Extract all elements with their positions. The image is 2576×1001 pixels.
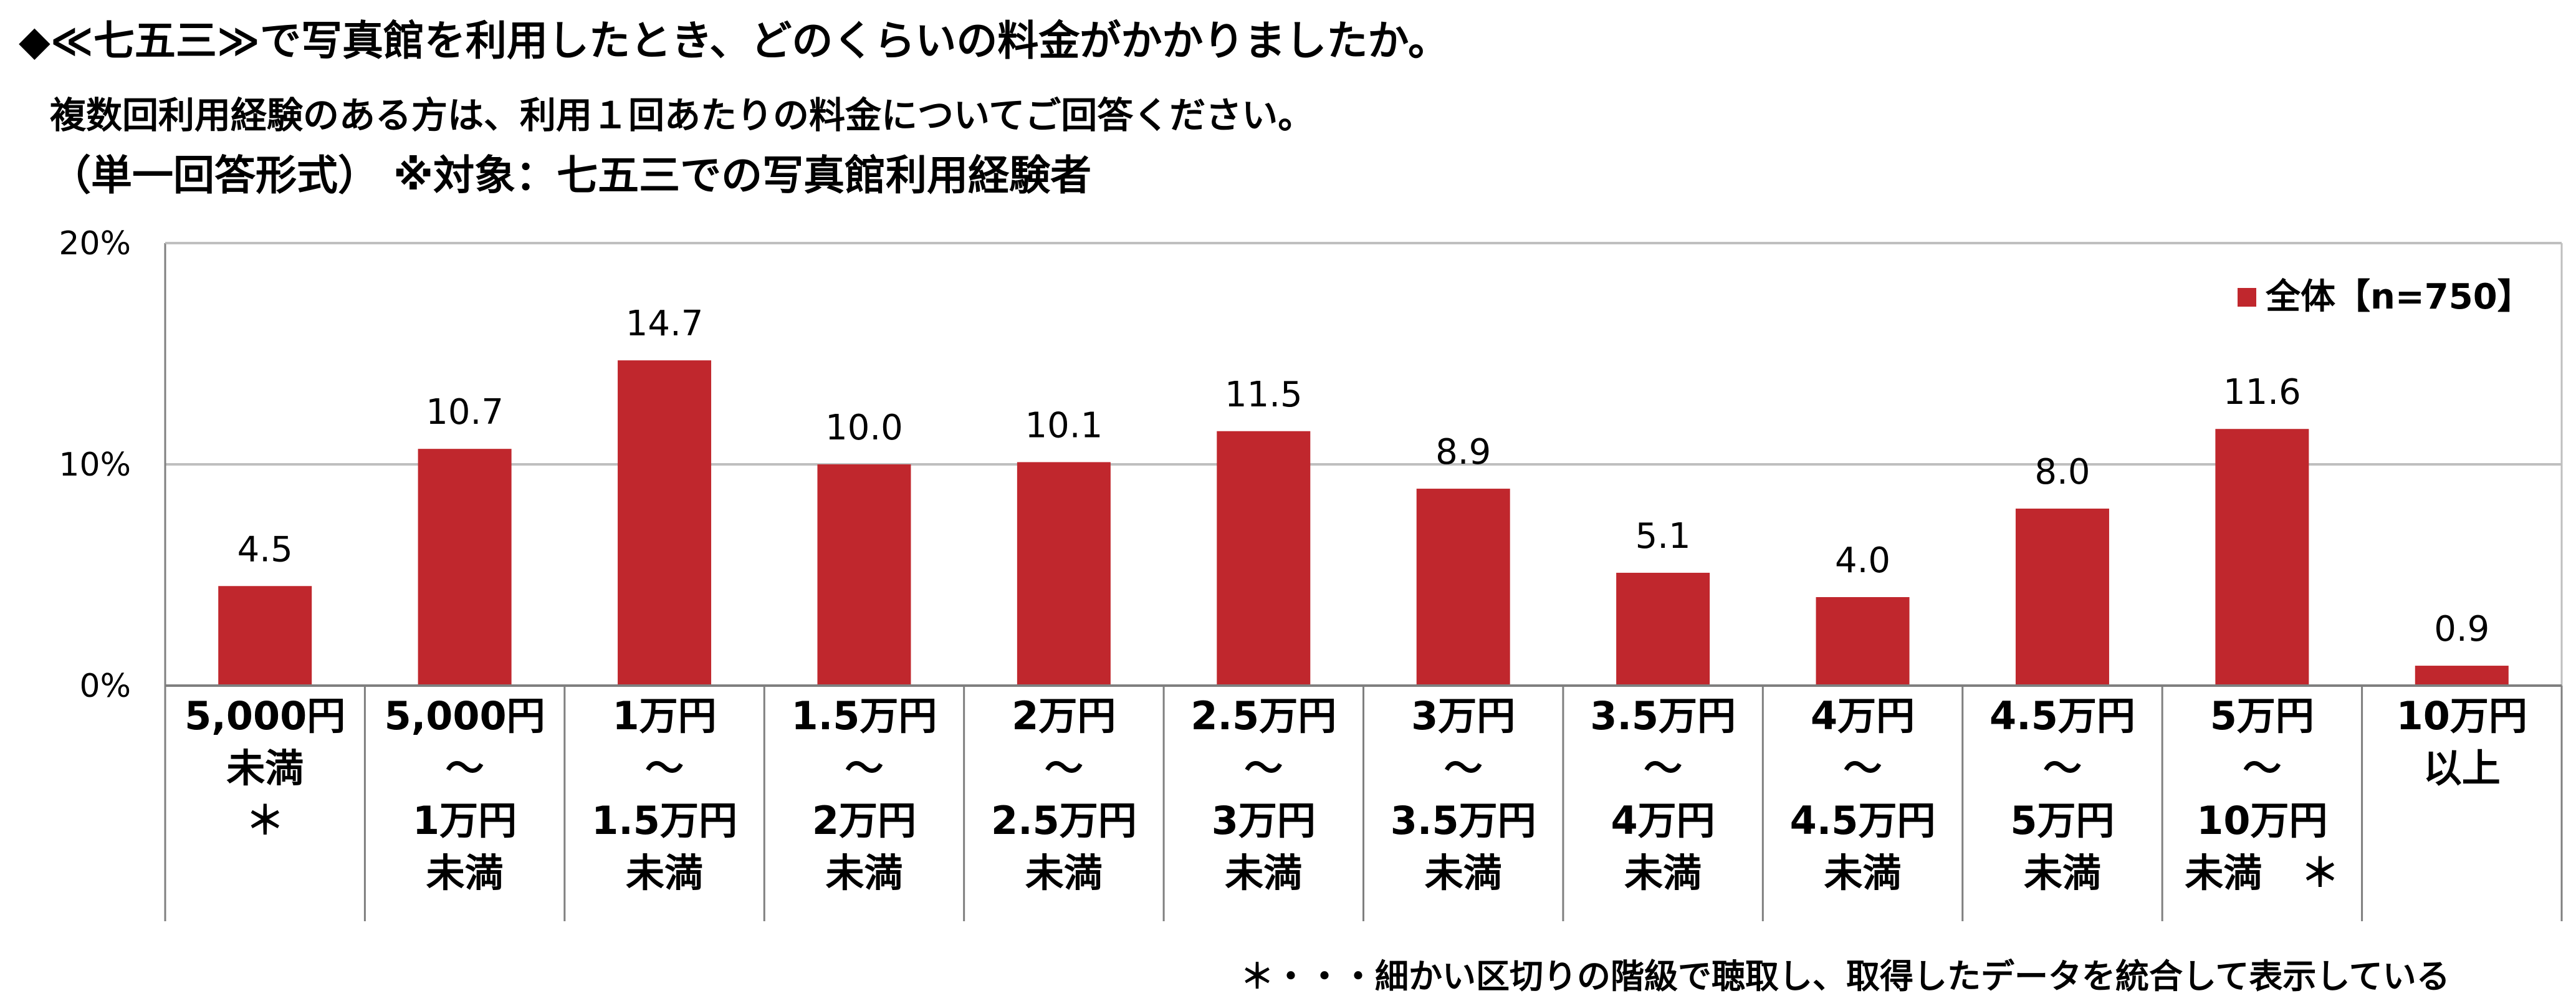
x-tick-label: 5万円	[2210, 693, 2314, 739]
x-tick-label: 2万円	[1012, 693, 1116, 739]
x-tick-label: 未満 ＊	[2185, 850, 2339, 896]
x-tick-label: 10万円	[2396, 693, 2527, 739]
bar	[618, 360, 712, 686]
x-tick-label: 未満	[825, 850, 903, 896]
x-tick-label: 4.5万円	[1790, 798, 1936, 843]
x-tick-label: 4万円	[1611, 798, 1715, 843]
chart-subtitle: 複数回利用経験のある方は、利用１回あたりの料金についてご回答ください。	[50, 94, 1314, 136]
x-tick-label: 未満	[1425, 850, 1502, 896]
x-tick-label: ～	[1844, 745, 1882, 791]
x-tick-label: ～	[1444, 745, 1483, 791]
bar	[1616, 572, 1710, 686]
legend-label: 全体【n=750】	[2265, 277, 2532, 317]
data-label: 11.6	[2223, 372, 2301, 413]
x-tick-label: 1.5万円	[591, 798, 737, 843]
bar	[1816, 597, 1910, 686]
data-label: 8.9	[1435, 432, 1491, 472]
x-tick-label: 未満	[1624, 850, 1702, 896]
bar	[418, 449, 512, 686]
data-label: 10.0	[825, 408, 903, 448]
x-tick-label: 5,000円	[385, 693, 545, 739]
x-tick-label: 1.5万円	[792, 693, 937, 739]
x-tick-label: 4.5万円	[1989, 693, 2135, 739]
data-label: 10.1	[1025, 405, 1103, 446]
x-tick-label: 未満	[226, 745, 304, 791]
x-tick-label: 10万円	[2196, 798, 2327, 843]
x-tick-label: ～	[1644, 745, 1682, 791]
bar	[1416, 489, 1510, 686]
x-tick-label: 未満	[1824, 850, 1902, 896]
y-tick-label: 10%	[59, 446, 131, 484]
x-tick-label: ＊	[246, 798, 284, 843]
bar	[817, 464, 911, 686]
legend-swatch	[2238, 288, 2256, 307]
x-tick-label: ～	[1244, 745, 1283, 791]
x-tick-label: ～	[1045, 745, 1083, 791]
x-tick-label: 2.5万円	[1190, 693, 1336, 739]
x-tick-label: 1万円	[612, 693, 716, 739]
x-tick-label: 5万円	[2010, 798, 2114, 843]
footnote: ＊・・・細かい区切りの階級で聴取し、取得したデータを統合して表示している	[1240, 957, 2450, 996]
data-label: 0.9	[2434, 609, 2489, 649]
x-tick-label: ～	[845, 745, 883, 791]
chart-condition: （単一回答形式） ※対象：七五三での写真館利用経験者	[50, 151, 1092, 199]
x-tick-label: 3万円	[1212, 798, 1316, 843]
x-tick-label: ～	[645, 745, 684, 791]
data-label: 4.5	[237, 529, 293, 570]
x-tick-label: 以上	[2423, 745, 2501, 791]
bar	[1017, 462, 1111, 686]
x-tick-label: 未満	[626, 850, 703, 896]
x-tick-label: ～	[2243, 745, 2281, 791]
x-tick-label: 未満	[426, 850, 504, 896]
x-tick-label: ～	[2043, 745, 2082, 791]
x-tick-label: 3.5万円	[1391, 798, 1536, 843]
x-tick-label: 2.5万円	[991, 798, 1137, 843]
y-tick-label: 0%	[80, 668, 132, 705]
data-label: 4.0	[1835, 540, 1890, 581]
x-tick-label: 2万円	[812, 798, 916, 843]
x-tick-label: 3万円	[1411, 693, 1515, 739]
x-tick-label: 未満	[1225, 850, 1302, 896]
x-tick-label: 1万円	[413, 798, 517, 843]
chart-title: ◆≪七五三≫で写真館を利用したとき、どのくらいの料金がかかりましたか。	[19, 17, 1450, 65]
x-tick-label: 未満	[2024, 850, 2101, 896]
x-tick-label: 4万円	[1811, 693, 1915, 739]
bar	[2015, 509, 2109, 686]
bar	[2215, 429, 2309, 686]
data-label: 10.7	[426, 392, 504, 433]
x-tick-label: 3.5万円	[1590, 693, 1736, 739]
data-label: 11.5	[1225, 375, 1303, 415]
x-tick-label: 未満	[1025, 850, 1103, 896]
y-tick-label: 20%	[59, 225, 131, 262]
data-label: 5.1	[1635, 516, 1691, 557]
data-label: 14.7	[626, 304, 704, 344]
bar	[1217, 431, 1311, 686]
bar	[2415, 666, 2509, 686]
data-label: 8.0	[2034, 452, 2090, 492]
x-tick-label: ～	[446, 745, 484, 791]
x-tick-label: 5,000円	[184, 693, 345, 739]
bar	[218, 586, 312, 686]
